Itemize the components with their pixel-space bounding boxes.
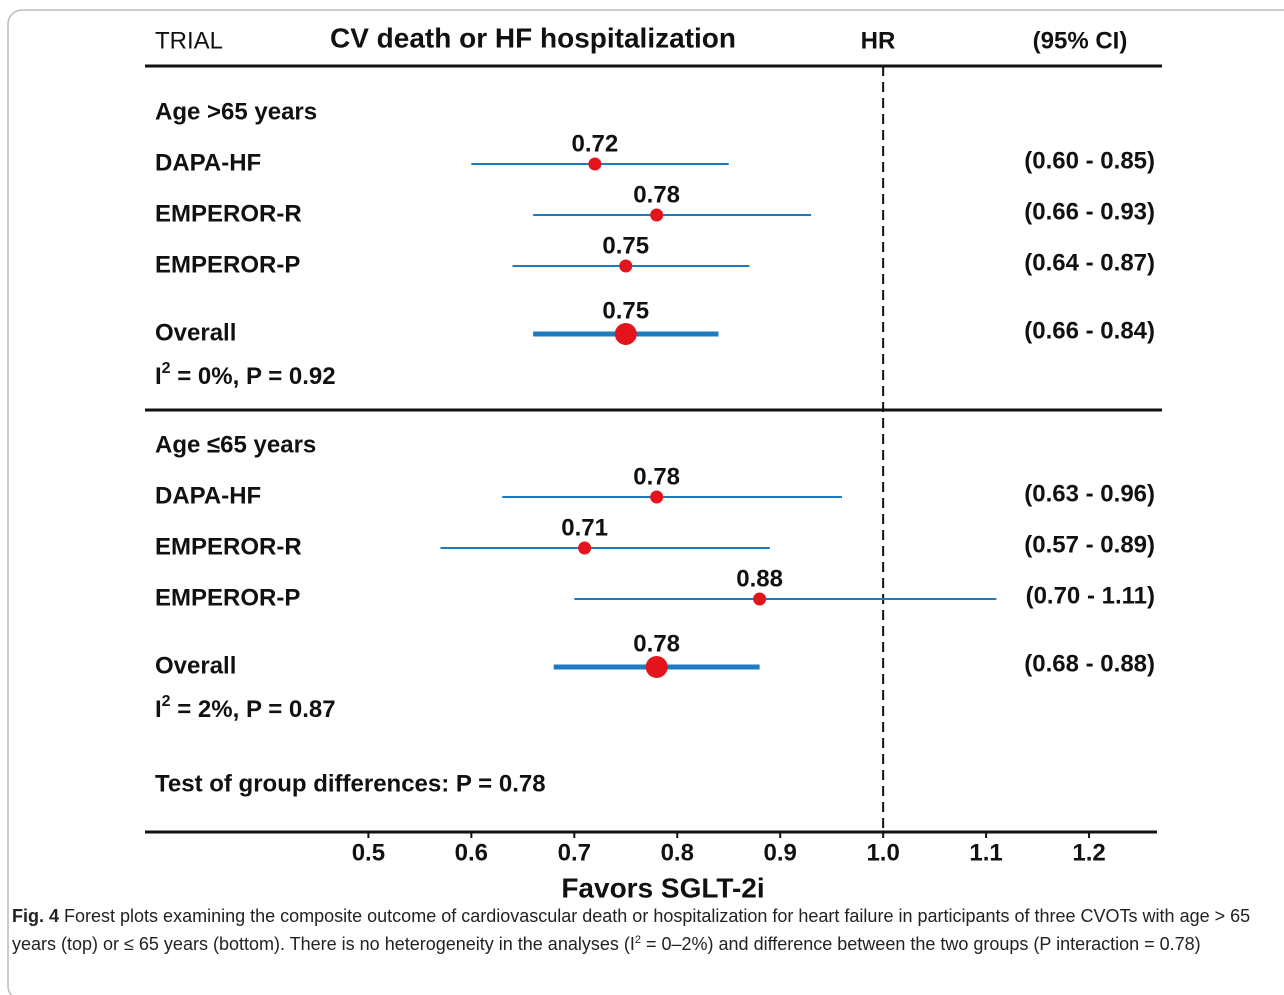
x-tick-label: 1.1 <box>969 839 1002 866</box>
hr-label: 0.78 <box>633 630 680 657</box>
ci-label: (0.64 - 0.87) <box>1024 249 1155 276</box>
header-trial: TRIAL <box>155 27 223 54</box>
overall-point <box>645 656 668 678</box>
study-label: EMPEROR-P <box>155 584 300 611</box>
ci-label: (0.68 - 0.88) <box>1024 650 1155 677</box>
x-tick-label: 0.8 <box>661 839 694 866</box>
hr-label: 0.75 <box>602 232 649 259</box>
study-label: EMPEROR-R <box>155 200 302 227</box>
chart-title: CV death or HF hospitalization <box>330 22 736 53</box>
study-point <box>650 208 664 222</box>
overall-label: Overall <box>155 652 236 679</box>
study-point <box>753 592 767 606</box>
caption-sup: 2 <box>634 934 641 946</box>
study-label: DAPA-HF <box>155 149 261 176</box>
caption: Fig. 4 Forest plots examining the compos… <box>12 904 1274 956</box>
study-label: EMPEROR-P <box>155 251 300 278</box>
study-point <box>650 490 664 504</box>
x-tick-label: 1.0 <box>866 839 899 866</box>
group-label: Age ≤65 years <box>155 431 316 458</box>
heterogeneity: I2 = 0%, P = 0.92 <box>155 360 336 390</box>
study-point <box>588 157 602 171</box>
x-tick-label: 0.7 <box>558 839 591 866</box>
study-label: DAPA-HF <box>155 482 261 509</box>
het-base: I <box>155 363 162 390</box>
hr-label: 0.71 <box>561 514 608 541</box>
study-label: EMPEROR-R <box>155 533 302 560</box>
ci-label: (0.57 - 0.89) <box>1024 531 1155 558</box>
het-rest: = 0%, P = 0.92 <box>171 363 336 390</box>
caption-label: Fig. 4 <box>12 906 60 926</box>
ci-label: (0.66 - 0.93) <box>1024 198 1155 225</box>
hr-label: 0.72 <box>572 130 619 157</box>
x-axis-label: Favors SGLT-2i <box>561 872 764 903</box>
x-tick-label: 1.2 <box>1072 839 1105 866</box>
het-sup: 2 <box>162 360 171 377</box>
test-text: Test of group differences: P = 0.78 <box>155 770 546 797</box>
hr-label: 0.78 <box>633 463 680 490</box>
ci-label: (0.66 - 0.84) <box>1024 317 1155 344</box>
ci-label: (0.60 - 0.85) <box>1024 147 1155 174</box>
hr-label: 0.88 <box>736 565 783 592</box>
caption-text: = 0–2%) and difference between the two g… <box>640 934 1201 954</box>
group-label: Age >65 years <box>155 98 317 125</box>
overall-label: Overall <box>155 319 236 346</box>
study-point <box>578 541 592 555</box>
hr-label: 0.78 <box>633 181 680 208</box>
frame <box>7 9 1284 995</box>
heterogeneity: I2 = 2%, P = 0.87 <box>155 693 336 723</box>
het-base: I <box>155 696 162 723</box>
x-tick-label: 0.6 <box>455 839 488 866</box>
ci-label: (0.63 - 0.96) <box>1024 480 1155 507</box>
overall-point <box>614 323 637 345</box>
x-tick-label: 0.9 <box>764 839 797 866</box>
het-sup: 2 <box>162 693 171 710</box>
hr-label: 0.75 <box>602 297 649 324</box>
header-hr: HR <box>861 27 896 54</box>
ci-label: (0.70 - 1.11) <box>1026 582 1155 609</box>
study-point <box>619 259 633 273</box>
x-tick-label: 0.5 <box>352 839 385 866</box>
het-rest: = 2%, P = 0.87 <box>171 696 336 723</box>
header-ci: (95% CI) <box>1033 27 1128 54</box>
caption-text: Forest plots examining the composite out… <box>12 906 1251 954</box>
